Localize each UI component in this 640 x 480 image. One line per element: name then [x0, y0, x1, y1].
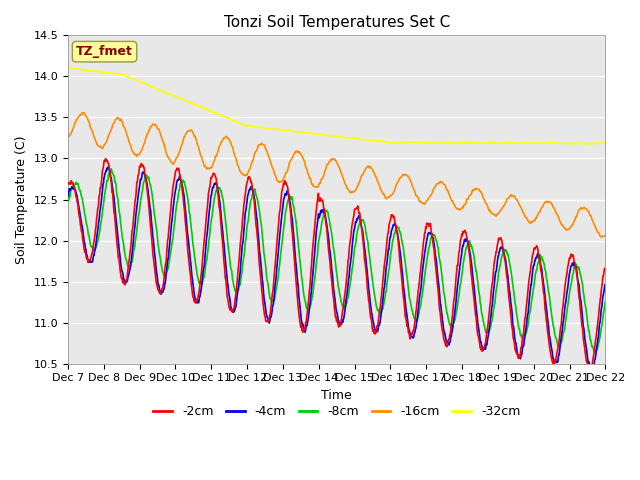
Title: Tonzi Soil Temperatures Set C: Tonzi Soil Temperatures Set C [223, 15, 450, 30]
X-axis label: Time: Time [321, 389, 352, 402]
Y-axis label: Soil Temperature (C): Soil Temperature (C) [15, 135, 28, 264]
Legend: -2cm, -4cm, -8cm, -16cm, -32cm: -2cm, -4cm, -8cm, -16cm, -32cm [148, 400, 525, 423]
Text: TZ_fmet: TZ_fmet [76, 45, 133, 58]
